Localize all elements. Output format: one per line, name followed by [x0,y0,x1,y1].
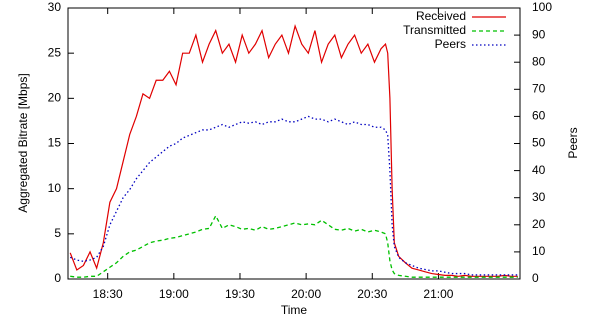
y-tick-label: 20 [48,91,62,105]
y2-tick-label: 60 [532,109,546,123]
x-tick-label: 20:30 [357,287,387,301]
y2-tick-label: 70 [532,81,546,95]
y2-axis-label: Peers [566,127,580,158]
legend-label: Transmitted [403,23,466,37]
x-tick-label: 20:00 [291,287,321,301]
series-line [69,115,518,276]
y-tick-label: 5 [54,226,61,240]
x-tick-label: 19:30 [225,287,255,301]
x-axis-label: Time [281,303,308,317]
y2-tick-label: 90 [532,27,546,41]
x-tick-label: 21:00 [423,287,453,301]
y2-tick-label: 20 [532,217,546,231]
y2-tick-label: 30 [532,190,546,204]
y-tick-label: 30 [48,0,62,14]
y2-tick-label: 10 [532,244,546,258]
y-axis-label: Aggregated Bitrate [Mbps] [16,73,30,212]
y2-tick-label: 100 [532,0,552,14]
x-tick-label: 18:30 [93,287,123,301]
series-line [69,24,518,277]
y2-tick-label: 80 [532,54,546,68]
y-tick-label: 0 [54,271,61,285]
y-tick-label: 15 [48,136,62,150]
legend-label: Peers [435,37,466,51]
y2-tick-label: 40 [532,163,546,177]
y2-tick-label: 0 [532,271,539,285]
y-tick-label: 10 [48,181,62,195]
series-line [70,214,518,278]
legend-label: Received [416,9,466,23]
x-tick-label: 19:00 [159,287,189,301]
y2-tick-label: 50 [532,136,546,150]
y-tick-label: 25 [48,45,62,59]
